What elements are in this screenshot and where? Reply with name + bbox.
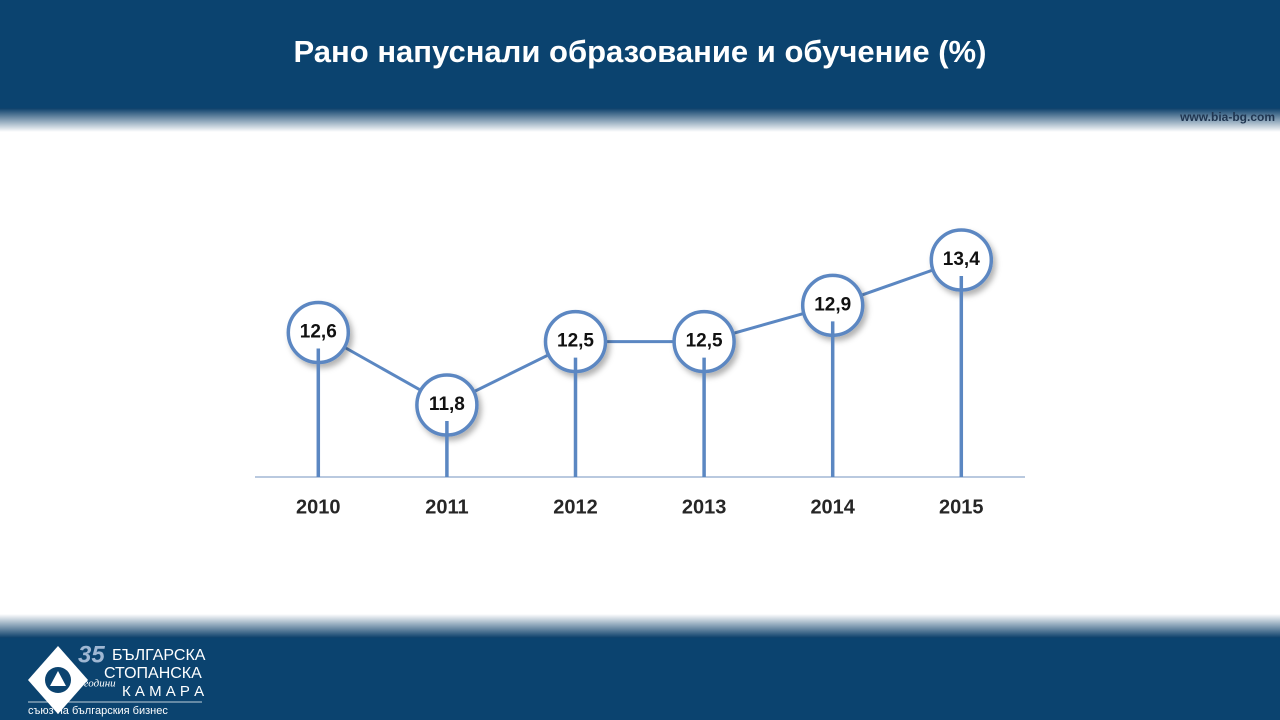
header-fade bbox=[0, 108, 1280, 132]
x-tick-label: 2011 bbox=[425, 496, 468, 518]
footer-fade bbox=[0, 614, 1280, 638]
data-label: 12,5 bbox=[686, 331, 723, 352]
logo-triangle bbox=[50, 671, 66, 686]
chart-title: Рано напуснали образование и обучение (%… bbox=[294, 34, 987, 69]
website: www.bia-bg.com bbox=[1179, 110, 1275, 124]
x-tick-label: 2013 bbox=[682, 496, 727, 518]
logo-number: 35 bbox=[78, 641, 105, 668]
footer-bar bbox=[0, 638, 1280, 720]
x-tick-label: 2015 bbox=[939, 496, 984, 518]
logo: 35 години БЪЛГАРСКА СТОПАНСКА К А М А Р … bbox=[28, 641, 206, 717]
logo-tagline: съюз на българския бизнес bbox=[28, 705, 168, 717]
x-tick-label: 2014 bbox=[810, 496, 855, 518]
logo-line: БЪЛГАРСКА bbox=[112, 647, 206, 664]
x-tick-label: 2010 bbox=[296, 496, 341, 518]
logo-line: К А М А Р А bbox=[122, 683, 204, 700]
x-tick-label: 2012 bbox=[553, 496, 598, 518]
logo-years: години bbox=[84, 678, 116, 690]
data-label: 12,9 bbox=[814, 294, 851, 315]
data-label: 12,6 bbox=[300, 322, 337, 343]
logo-line: СТОПАНСКА bbox=[104, 665, 202, 682]
header-bar bbox=[0, 0, 1280, 108]
data-label: 12,5 bbox=[557, 331, 594, 352]
data-label: 11,8 bbox=[429, 394, 465, 415]
plot: 12,6 2010 11,8 2011 12,5 2012 12,5 2013 12,9 2014… bbox=[286, 228, 994, 518]
data-label: 13,4 bbox=[943, 249, 980, 270]
